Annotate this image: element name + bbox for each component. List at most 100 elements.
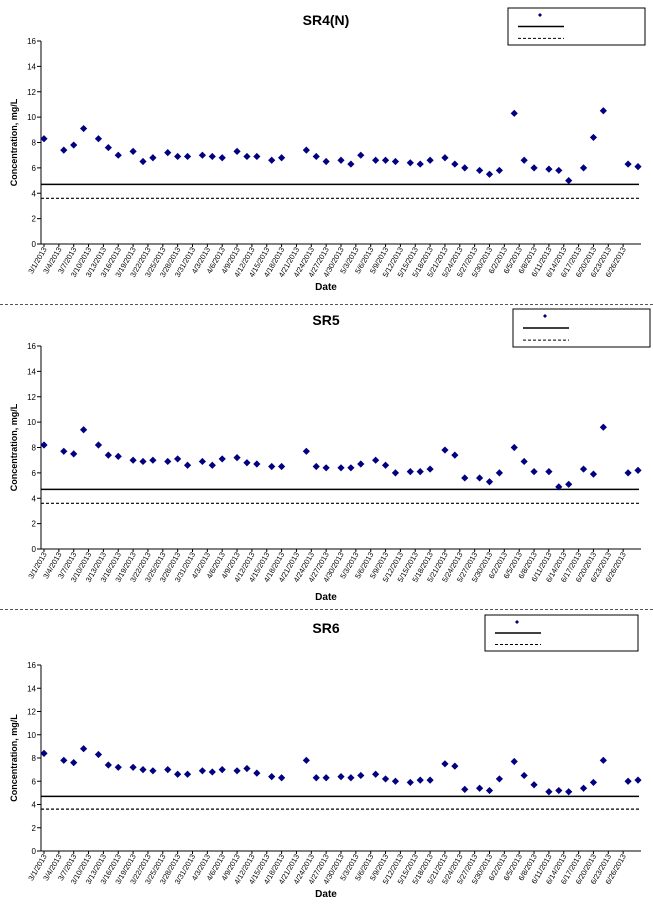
data-point (372, 770, 380, 778)
y-axis-label: Concentration, mg/L (9, 403, 19, 491)
data-point (253, 460, 261, 468)
y-tick-label: 2 (32, 215, 37, 224)
data-point (406, 159, 414, 167)
data-point (104, 761, 112, 769)
y-tick-label: 4 (32, 494, 37, 503)
data-point (451, 762, 459, 770)
data-point (589, 470, 598, 478)
data-point (233, 454, 241, 462)
data-point (624, 469, 632, 477)
data-point (416, 468, 424, 476)
data-point (372, 456, 380, 464)
data-point (634, 466, 642, 474)
data-point (60, 756, 68, 764)
data-point (406, 468, 414, 476)
data-point (233, 767, 241, 775)
data-point (183, 770, 192, 778)
chart-title: SR6 (312, 620, 339, 636)
data-point (94, 750, 103, 759)
y-tick-label: 16 (27, 342, 36, 351)
data-point (268, 462, 276, 471)
x-axis-label: Date (315, 592, 337, 603)
data-point (441, 154, 449, 162)
data-point (302, 756, 310, 764)
data-point (589, 133, 598, 142)
data-point (218, 154, 226, 162)
y-tick-label: 12 (27, 708, 36, 717)
data-point (426, 776, 434, 784)
y-tick-label: 14 (27, 62, 36, 71)
y-tick-label: 0 (32, 240, 37, 249)
data-point (322, 464, 330, 472)
y-tick-label: 10 (27, 113, 36, 122)
data-point (218, 455, 226, 463)
data-point (139, 157, 147, 166)
data-point (579, 465, 588, 473)
data-point (278, 774, 286, 782)
y-tick-label: 8 (32, 754, 37, 763)
data-point (198, 457, 206, 466)
data-point (164, 457, 172, 466)
data-point (183, 461, 192, 469)
data-point (357, 771, 365, 780)
data-point (114, 763, 122, 771)
data-point (243, 764, 251, 773)
y-tick-label: 0 (32, 545, 37, 554)
y-tick-label: 14 (27, 684, 36, 693)
data-point (391, 469, 400, 477)
data-point (372, 156, 380, 164)
data-point (589, 778, 598, 787)
data-point (520, 771, 528, 780)
data-point (495, 469, 503, 477)
data-point (495, 775, 503, 783)
data-point (70, 759, 78, 767)
data-point (476, 784, 484, 792)
data-point (545, 468, 553, 476)
data-point (233, 147, 241, 155)
data-point (114, 151, 122, 159)
data-point (347, 464, 355, 472)
data-point (357, 151, 365, 159)
data-point (104, 143, 112, 152)
data-point (312, 774, 320, 782)
data-point (347, 160, 355, 168)
legend-box (512, 308, 651, 348)
data-point (510, 757, 518, 766)
legend-marker-series (543, 314, 547, 318)
data-point (545, 165, 553, 173)
data-point (381, 775, 390, 783)
data-point (565, 176, 573, 185)
data-point (183, 152, 192, 161)
data-point (174, 152, 182, 161)
data-point (461, 474, 469, 482)
data-point (104, 451, 112, 459)
data-point (391, 157, 400, 166)
data-point (624, 777, 632, 785)
x-axis-label: Date (315, 889, 337, 900)
y-axis-label: Concentration, mg/L (9, 98, 19, 186)
data-point (485, 478, 494, 486)
data-point (510, 109, 518, 117)
y-tick-label: 16 (27, 37, 36, 46)
data-point (70, 141, 78, 149)
chart-panel-sr6: SR6 0 2 4 6 8 10 12 14 16 Concentration, mg/L 3/1/2… (0, 610, 653, 911)
data-point (624, 160, 632, 168)
chart-panel-sr4n: SR4(N) 0 2 4 6 8 10 12 14 16 Concentration, mg/L 3/… (0, 0, 653, 303)
y-tick-label: 6 (32, 777, 37, 786)
data-point (114, 452, 122, 460)
data-point (530, 781, 538, 789)
data-point (149, 767, 157, 775)
data-point (579, 164, 588, 172)
data-point (347, 774, 355, 782)
data-point (599, 756, 607, 764)
y-tick-label: 6 (32, 469, 37, 478)
data-point (198, 151, 206, 159)
data-point (80, 426, 88, 434)
data-point (312, 462, 320, 471)
data-point (139, 457, 147, 466)
data-point (80, 745, 88, 753)
data-point (80, 124, 88, 133)
data-point (312, 152, 320, 161)
